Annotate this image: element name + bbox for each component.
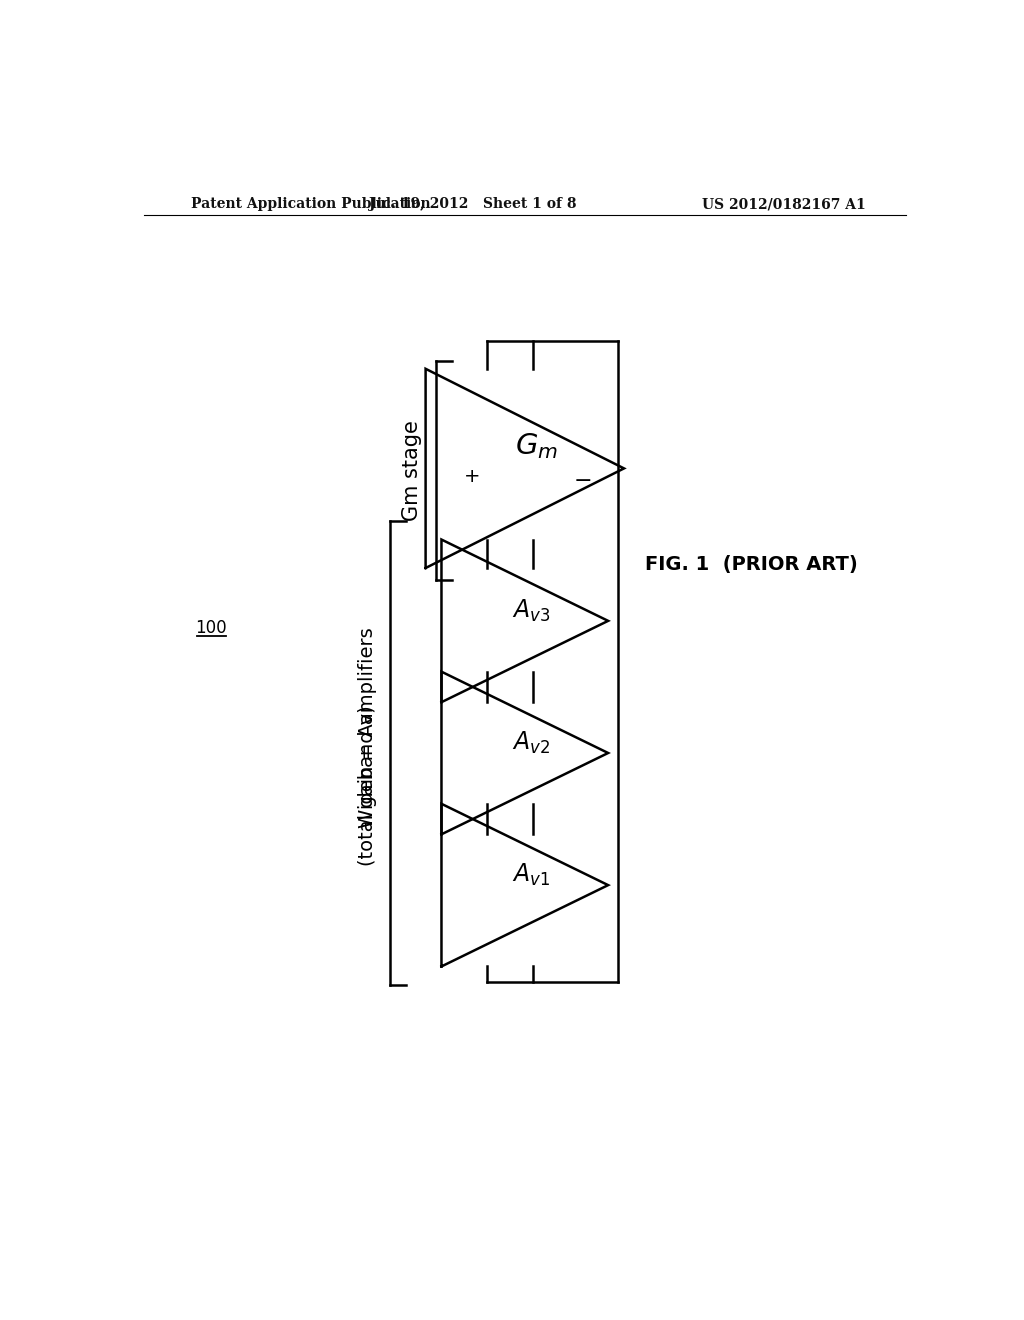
- Text: Patent Application Publication: Patent Application Publication: [191, 197, 431, 211]
- Text: (total gain = Av): (total gain = Av): [358, 705, 377, 866]
- Text: $A_{v3}$: $A_{v3}$: [512, 598, 550, 624]
- Text: FIG. 1  (PRIOR ART): FIG. 1 (PRIOR ART): [644, 556, 857, 574]
- Text: Gm stage: Gm stage: [402, 420, 422, 521]
- Text: Wideband amplifiers: Wideband amplifiers: [358, 627, 377, 828]
- Text: $A_{v1}$: $A_{v1}$: [512, 862, 550, 888]
- Text: $-$: $-$: [572, 469, 591, 488]
- Text: Jul. 19, 2012   Sheet 1 of 8: Jul. 19, 2012 Sheet 1 of 8: [370, 197, 577, 211]
- Text: $A_{v2}$: $A_{v2}$: [512, 730, 550, 756]
- Text: US 2012/0182167 A1: US 2012/0182167 A1: [702, 197, 866, 211]
- Text: 100: 100: [196, 619, 227, 638]
- Text: $+$: $+$: [463, 467, 479, 486]
- Text: $G_m$: $G_m$: [515, 432, 558, 461]
